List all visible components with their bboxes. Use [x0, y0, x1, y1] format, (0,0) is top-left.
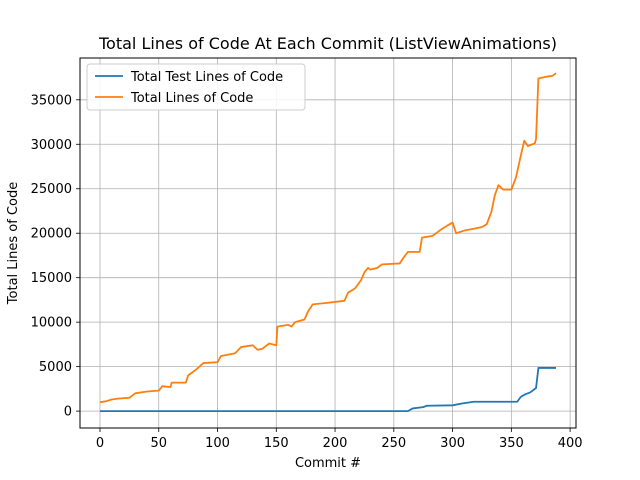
x-tick-label: 50 — [150, 436, 167, 451]
y-axis-ticks: 0 5000 10000 15000 20000 25000 30000 35000 — [31, 93, 80, 420]
y-tick-label: 25000 — [31, 182, 72, 197]
y-tick-label: 30000 — [31, 138, 72, 153]
plot-frame — [79, 57, 577, 429]
legend-box — [86, 63, 306, 111]
chart-title: Total Lines of Code At Each Commit (List… — [98, 34, 557, 53]
x-tick-label: 350 — [499, 436, 524, 451]
y-axis-label: Total Lines of Code — [6, 182, 21, 305]
grid — [80, 58, 576, 428]
x-axis-ticks: 0 50 100 150 200 250 300 350 400 — [96, 428, 583, 451]
y-tick-label: 10000 — [31, 316, 72, 331]
series-line-1 — [99, 72, 557, 404]
y-tick-label: 20000 — [31, 227, 72, 242]
x-tick-label: 150 — [264, 436, 289, 451]
x-tick-label: 300 — [440, 436, 465, 451]
legend-label-test-lines: Total Test Lines of Code — [130, 70, 283, 85]
series-lines — [99, 72, 557, 412]
x-tick-label: 400 — [558, 436, 583, 451]
y-tick-label: 35000 — [31, 93, 72, 108]
y-tick-label: 15000 — [31, 271, 72, 286]
x-tick-label: 0 — [96, 436, 104, 451]
y-tick-label: 5000 — [39, 360, 72, 375]
x-tick-label: 200 — [323, 436, 348, 451]
x-tick-label: 100 — [205, 436, 230, 451]
series-line-0 — [99, 367, 557, 412]
y-tick-label: 0 — [64, 405, 72, 420]
legend-label-total-lines: Total Lines of Code — [130, 91, 253, 106]
x-axis-label: Commit # — [295, 456, 361, 471]
legend: Total Test Lines of Code Total Lines of … — [86, 63, 306, 111]
x-tick-label: 250 — [381, 436, 406, 451]
